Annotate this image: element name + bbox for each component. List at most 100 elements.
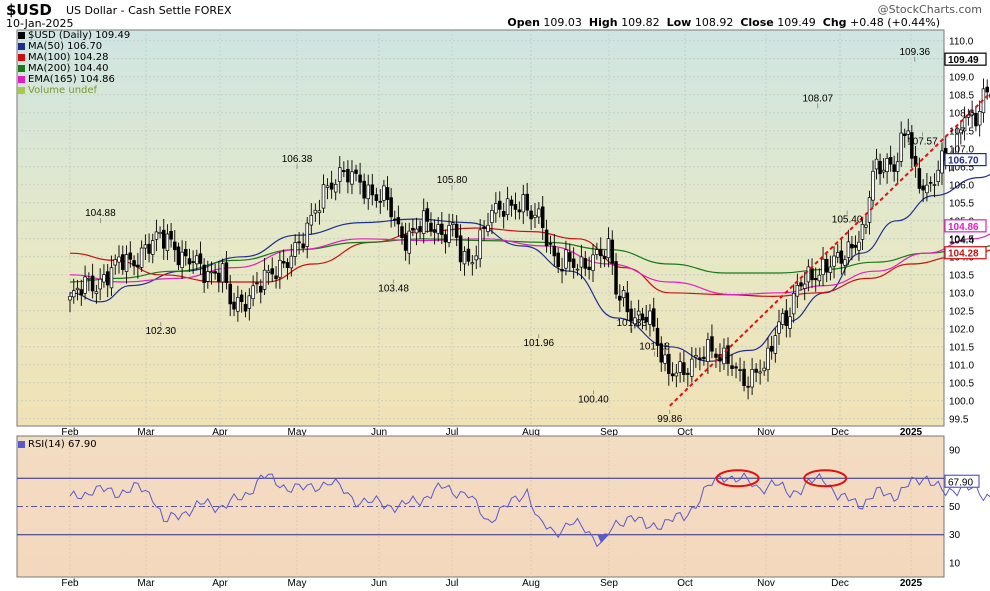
candle-body (564, 249, 568, 269)
last-value-tag-label: 104.86 (948, 222, 979, 233)
candle-body (325, 185, 330, 188)
candle-body (517, 209, 522, 213)
candle-body (690, 358, 694, 377)
candle-body (75, 287, 80, 291)
rsi-x-tick-label: Nov (757, 578, 775, 589)
candle-body (232, 301, 236, 310)
candle-body (928, 181, 933, 184)
candle-body (857, 241, 861, 251)
candle-body (132, 260, 136, 267)
instrument-description: US Dollar - Cash Settle FOREX (66, 4, 232, 17)
candle-body (674, 372, 679, 377)
price-annotation-label: 107.57 (907, 136, 938, 147)
candle-body (936, 169, 940, 182)
candle-body (228, 283, 232, 305)
candle-body (906, 130, 910, 135)
candle-body (113, 259, 117, 266)
stockcharts-credit[interactable]: @StockCharts.com (877, 3, 982, 16)
open-label: Open (507, 16, 540, 29)
candle-body (243, 303, 248, 312)
candle-body (925, 184, 929, 194)
price-y-tick-label: 110.0 (949, 36, 974, 47)
candle-body (274, 275, 278, 280)
candle-body (640, 313, 645, 321)
candle-body (832, 255, 836, 267)
price-y-tick-label: 106.5 (949, 162, 974, 173)
candle-body (162, 229, 166, 249)
candle-body (802, 283, 807, 289)
last-value-tag-box (944, 219, 987, 233)
candle-body (529, 210, 533, 220)
candle-body (738, 369, 742, 371)
candle-body (501, 211, 506, 217)
candle-body (462, 251, 467, 265)
legend-swatch-rsi (18, 440, 25, 448)
candle-body (421, 210, 426, 234)
price-annotation-label: 103.48 (378, 284, 409, 295)
candle-body (236, 297, 240, 312)
price-annotation-label: 101.96 (524, 338, 555, 349)
candle-body (962, 117, 967, 132)
candle-body (385, 187, 390, 200)
candle-body (447, 225, 451, 243)
candle-body (784, 310, 789, 326)
candle-body (899, 132, 903, 162)
candle-body (350, 171, 354, 185)
price-annotation-label: 109.36 (900, 47, 931, 58)
candle-body (173, 241, 177, 251)
candle-body (977, 111, 982, 126)
price-y-tick-label: 102.5 (949, 306, 974, 317)
legend-swatch-ma200 (18, 64, 25, 72)
candle-body (810, 268, 814, 281)
legend-swatch-ma100 (18, 53, 25, 61)
candle-body (766, 347, 770, 371)
candle-body (117, 256, 121, 263)
candle-body (618, 295, 622, 301)
ticker-symbol: $USD (6, 1, 52, 19)
rsi-last-value-tag-box (944, 474, 980, 488)
candle-body (835, 252, 840, 258)
candle-body (255, 282, 259, 285)
candle-body (407, 230, 411, 254)
candle-body (888, 157, 893, 165)
last-value-tag-label: 109.49 (948, 55, 979, 66)
candle-body (490, 210, 494, 223)
candle-body (839, 250, 844, 264)
candle-body (247, 295, 252, 309)
candle-body (959, 129, 963, 134)
rsi-y-tick-label: 30 (949, 530, 961, 541)
candle-body (425, 208, 430, 222)
price-x-tick-label: 2025 (900, 427, 923, 438)
candle-body (209, 271, 214, 274)
candle-body (297, 241, 301, 244)
candle-body (795, 284, 800, 297)
ema165-line (69, 233, 990, 296)
candle-body (403, 234, 408, 251)
price-y-scale-label: 104.4 (949, 235, 974, 246)
candle-body (147, 243, 151, 254)
candle-body (474, 255, 479, 261)
candle-body (191, 261, 195, 263)
candle-body (758, 371, 762, 374)
candle-body (591, 254, 595, 271)
candle-body (338, 167, 342, 182)
candle-body (72, 290, 76, 298)
candle-body (224, 262, 229, 284)
candle-body (606, 238, 611, 259)
price-x-tick-label: Nov (757, 427, 775, 438)
candle-body (393, 218, 397, 221)
legend-ma50: MA(50) 106.70 (18, 41, 102, 52)
price-y-tick-label: 108.0 (949, 108, 974, 119)
candle-body (443, 234, 448, 243)
candle-body (780, 313, 785, 325)
price-y-tick-label: 107.0 (949, 144, 974, 155)
last-value-tag-label: 106.70 (948, 156, 979, 167)
legend-rsi: RSI(14) 67.90 (18, 439, 97, 450)
candle-body (158, 231, 162, 235)
legend-ma200: MA(200) 104.40 (18, 63, 109, 74)
candle-body (396, 217, 401, 225)
candle-body (921, 185, 925, 191)
chg-label: Chg (822, 16, 847, 29)
candle-body (305, 222, 309, 247)
candle-body (633, 317, 637, 325)
